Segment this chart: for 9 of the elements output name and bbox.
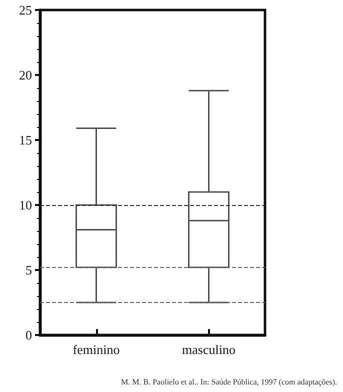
y-tick-label: 15 xyxy=(19,132,32,148)
y-tick-label: 25 xyxy=(19,2,32,18)
x-tick-label: masculino xyxy=(182,342,236,357)
text: M. M. B. Paolielo et al.. In: Saúde Pública, 1997 (com adaptações). xyxy=(121,378,337,386)
y-tick-label: 20 xyxy=(19,68,32,82)
y-tick-label: 5 xyxy=(26,262,32,278)
x-tick-label: feminino xyxy=(72,342,120,357)
y-tick-label: 10 xyxy=(19,198,32,212)
y-tick-label: 0 xyxy=(26,328,32,342)
